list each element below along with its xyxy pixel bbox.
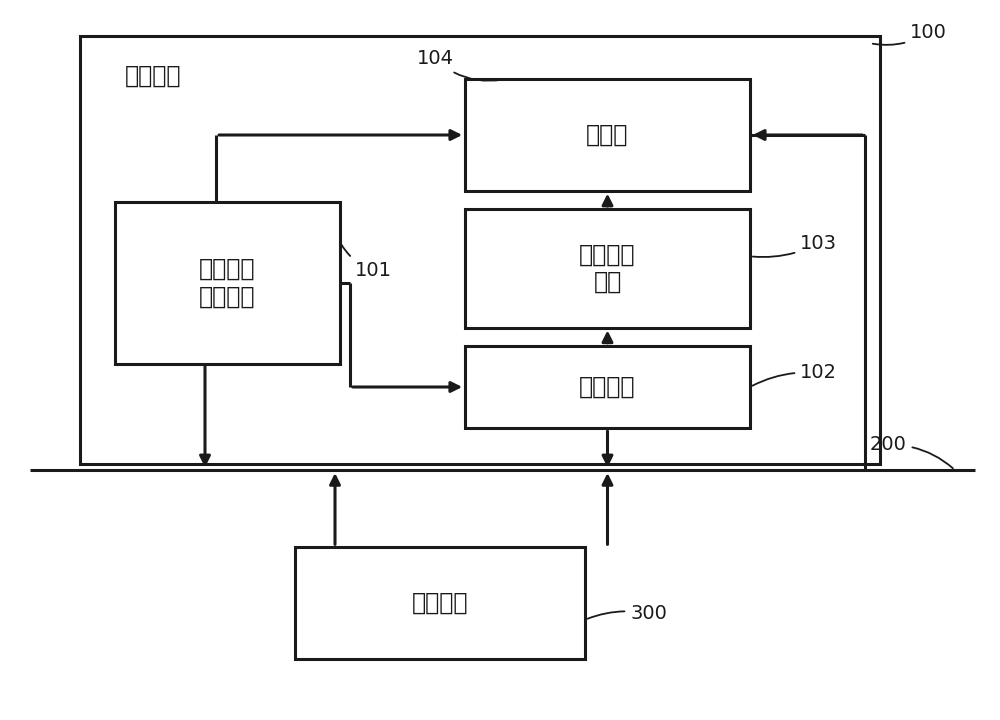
Text: 信息记录
单元: 信息记录 单元 [579, 243, 636, 294]
Bar [295, 547, 585, 659]
Text: 被测芯片: 被测芯片 [412, 591, 468, 615]
Text: 104: 104 [416, 50, 502, 81]
Text: 处理器: 处理器 [586, 123, 629, 147]
Text: 测试向量
存储单元: 测试向量 存储单元 [199, 257, 256, 308]
Text: 101: 101 [341, 245, 392, 279]
Bar [115, 202, 340, 364]
Text: 200: 200 [870, 436, 953, 468]
Bar [465, 346, 750, 428]
Text: 103: 103 [753, 234, 837, 257]
Text: 测试机台: 测试机台 [125, 63, 182, 87]
Text: 采样单元: 采样单元 [579, 375, 636, 399]
Bar [80, 36, 880, 464]
Text: 100: 100 [873, 23, 947, 45]
Text: 102: 102 [752, 364, 837, 386]
Bar [465, 79, 750, 191]
Bar [465, 209, 750, 328]
Text: 300: 300 [588, 604, 667, 623]
